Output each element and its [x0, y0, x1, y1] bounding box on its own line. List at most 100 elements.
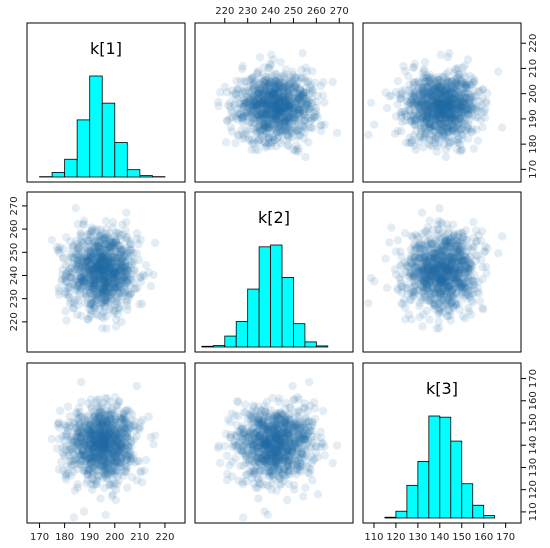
scatter-point — [78, 446, 87, 455]
scatter-point — [111, 276, 121, 285]
scatter-point — [397, 252, 406, 262]
scatter-point — [86, 440, 95, 449]
scatter-point — [111, 253, 120, 262]
scatter-point — [464, 264, 473, 273]
scatter-point — [428, 90, 437, 99]
scatter-point — [464, 259, 473, 269]
scatter-point — [395, 90, 404, 100]
scatter-point — [482, 269, 491, 278]
scatter-point — [294, 93, 304, 102]
scatter-point — [114, 446, 124, 455]
scatter-point — [100, 411, 110, 420]
scatter-point — [407, 315, 416, 324]
scatter-point — [412, 267, 422, 277]
scatter-point — [461, 72, 470, 82]
scatter-point — [472, 104, 482, 114]
scatter-point — [295, 108, 304, 117]
scatter-point — [409, 270, 419, 280]
scatter-point — [428, 87, 437, 96]
scatter-point — [298, 48, 307, 58]
scatter-point — [104, 277, 113, 287]
scatter-point — [429, 263, 439, 272]
scatter-point — [247, 74, 257, 83]
scatter-point — [258, 114, 268, 123]
scatter-point — [268, 109, 278, 119]
scatter-point — [449, 291, 458, 301]
scatter-point — [273, 98, 282, 107]
scatter-point — [98, 436, 108, 446]
scatter-point — [96, 462, 106, 471]
scatter-point — [441, 240, 450, 249]
scatter-point — [95, 259, 104, 269]
scatter-point — [278, 125, 288, 135]
scatter-point — [109, 440, 118, 449]
scatter-point — [103, 273, 112, 283]
scatter-point — [235, 109, 245, 118]
scatter-point — [109, 275, 119, 285]
scatter-point — [414, 240, 424, 249]
scatter-point — [90, 266, 99, 276]
scatter-point — [97, 466, 107, 476]
scatter-point — [273, 104, 282, 113]
scatter-point — [447, 102, 456, 112]
scatter-point — [416, 124, 425, 134]
scatter-point — [441, 114, 450, 123]
scatter-point — [98, 434, 107, 444]
scatter-point — [73, 252, 83, 262]
scatter-point — [448, 107, 457, 117]
scatter-point — [296, 98, 306, 108]
scatter-point — [291, 119, 300, 128]
scatter-point — [67, 263, 76, 273]
scatter-point — [451, 86, 460, 96]
scatter-point — [102, 433, 111, 442]
scatter-point — [403, 280, 413, 289]
scatter-point — [440, 275, 450, 285]
scatter-point — [442, 237, 451, 247]
scatter-point — [285, 105, 294, 115]
scatter-point — [103, 265, 113, 275]
scatter-point — [277, 85, 286, 94]
scatter-point — [450, 258, 460, 268]
scatter-point — [456, 282, 466, 292]
scatter-point — [431, 77, 441, 86]
scatter-point — [98, 415, 108, 424]
scatter-point — [122, 455, 132, 464]
scatter-point — [90, 432, 100, 442]
scatter-point — [113, 425, 122, 434]
scatter-point — [118, 220, 127, 229]
scatter-point — [80, 274, 89, 283]
scatter-point — [110, 268, 119, 277]
scatter-point — [420, 84, 429, 94]
scatter-point — [454, 255, 464, 264]
scatter-point — [110, 268, 119, 277]
scatter-point — [435, 298, 444, 308]
scatter-point — [459, 232, 468, 242]
scatter-point — [460, 314, 470, 323]
scatter-point — [468, 241, 477, 251]
scatter-point — [103, 394, 112, 403]
scatter-point — [426, 78, 435, 87]
scatter-point — [418, 87, 428, 96]
scatter-point — [458, 99, 467, 108]
scatter-point — [84, 426, 93, 436]
scatter-point — [61, 287, 71, 297]
scatter-point — [92, 242, 102, 251]
scatter-point — [446, 110, 455, 119]
scatter-point — [94, 241, 103, 250]
scatter-point — [435, 305, 445, 315]
scatter-point — [422, 110, 432, 119]
scatter-point — [264, 123, 274, 132]
scatter-point — [106, 283, 115, 293]
scatter-point — [272, 91, 282, 100]
scatter-point — [419, 273, 428, 282]
scatter-point — [441, 287, 450, 296]
scatter-point — [257, 80, 266, 89]
scatter-point — [432, 106, 441, 115]
scatter-point — [430, 85, 439, 94]
scatter-point — [287, 83, 297, 92]
scatter-point — [104, 271, 113, 280]
scatter-point — [106, 438, 116, 447]
scatter-point — [421, 92, 431, 102]
scatter-point — [88, 264, 98, 273]
scatter-point — [113, 472, 123, 481]
